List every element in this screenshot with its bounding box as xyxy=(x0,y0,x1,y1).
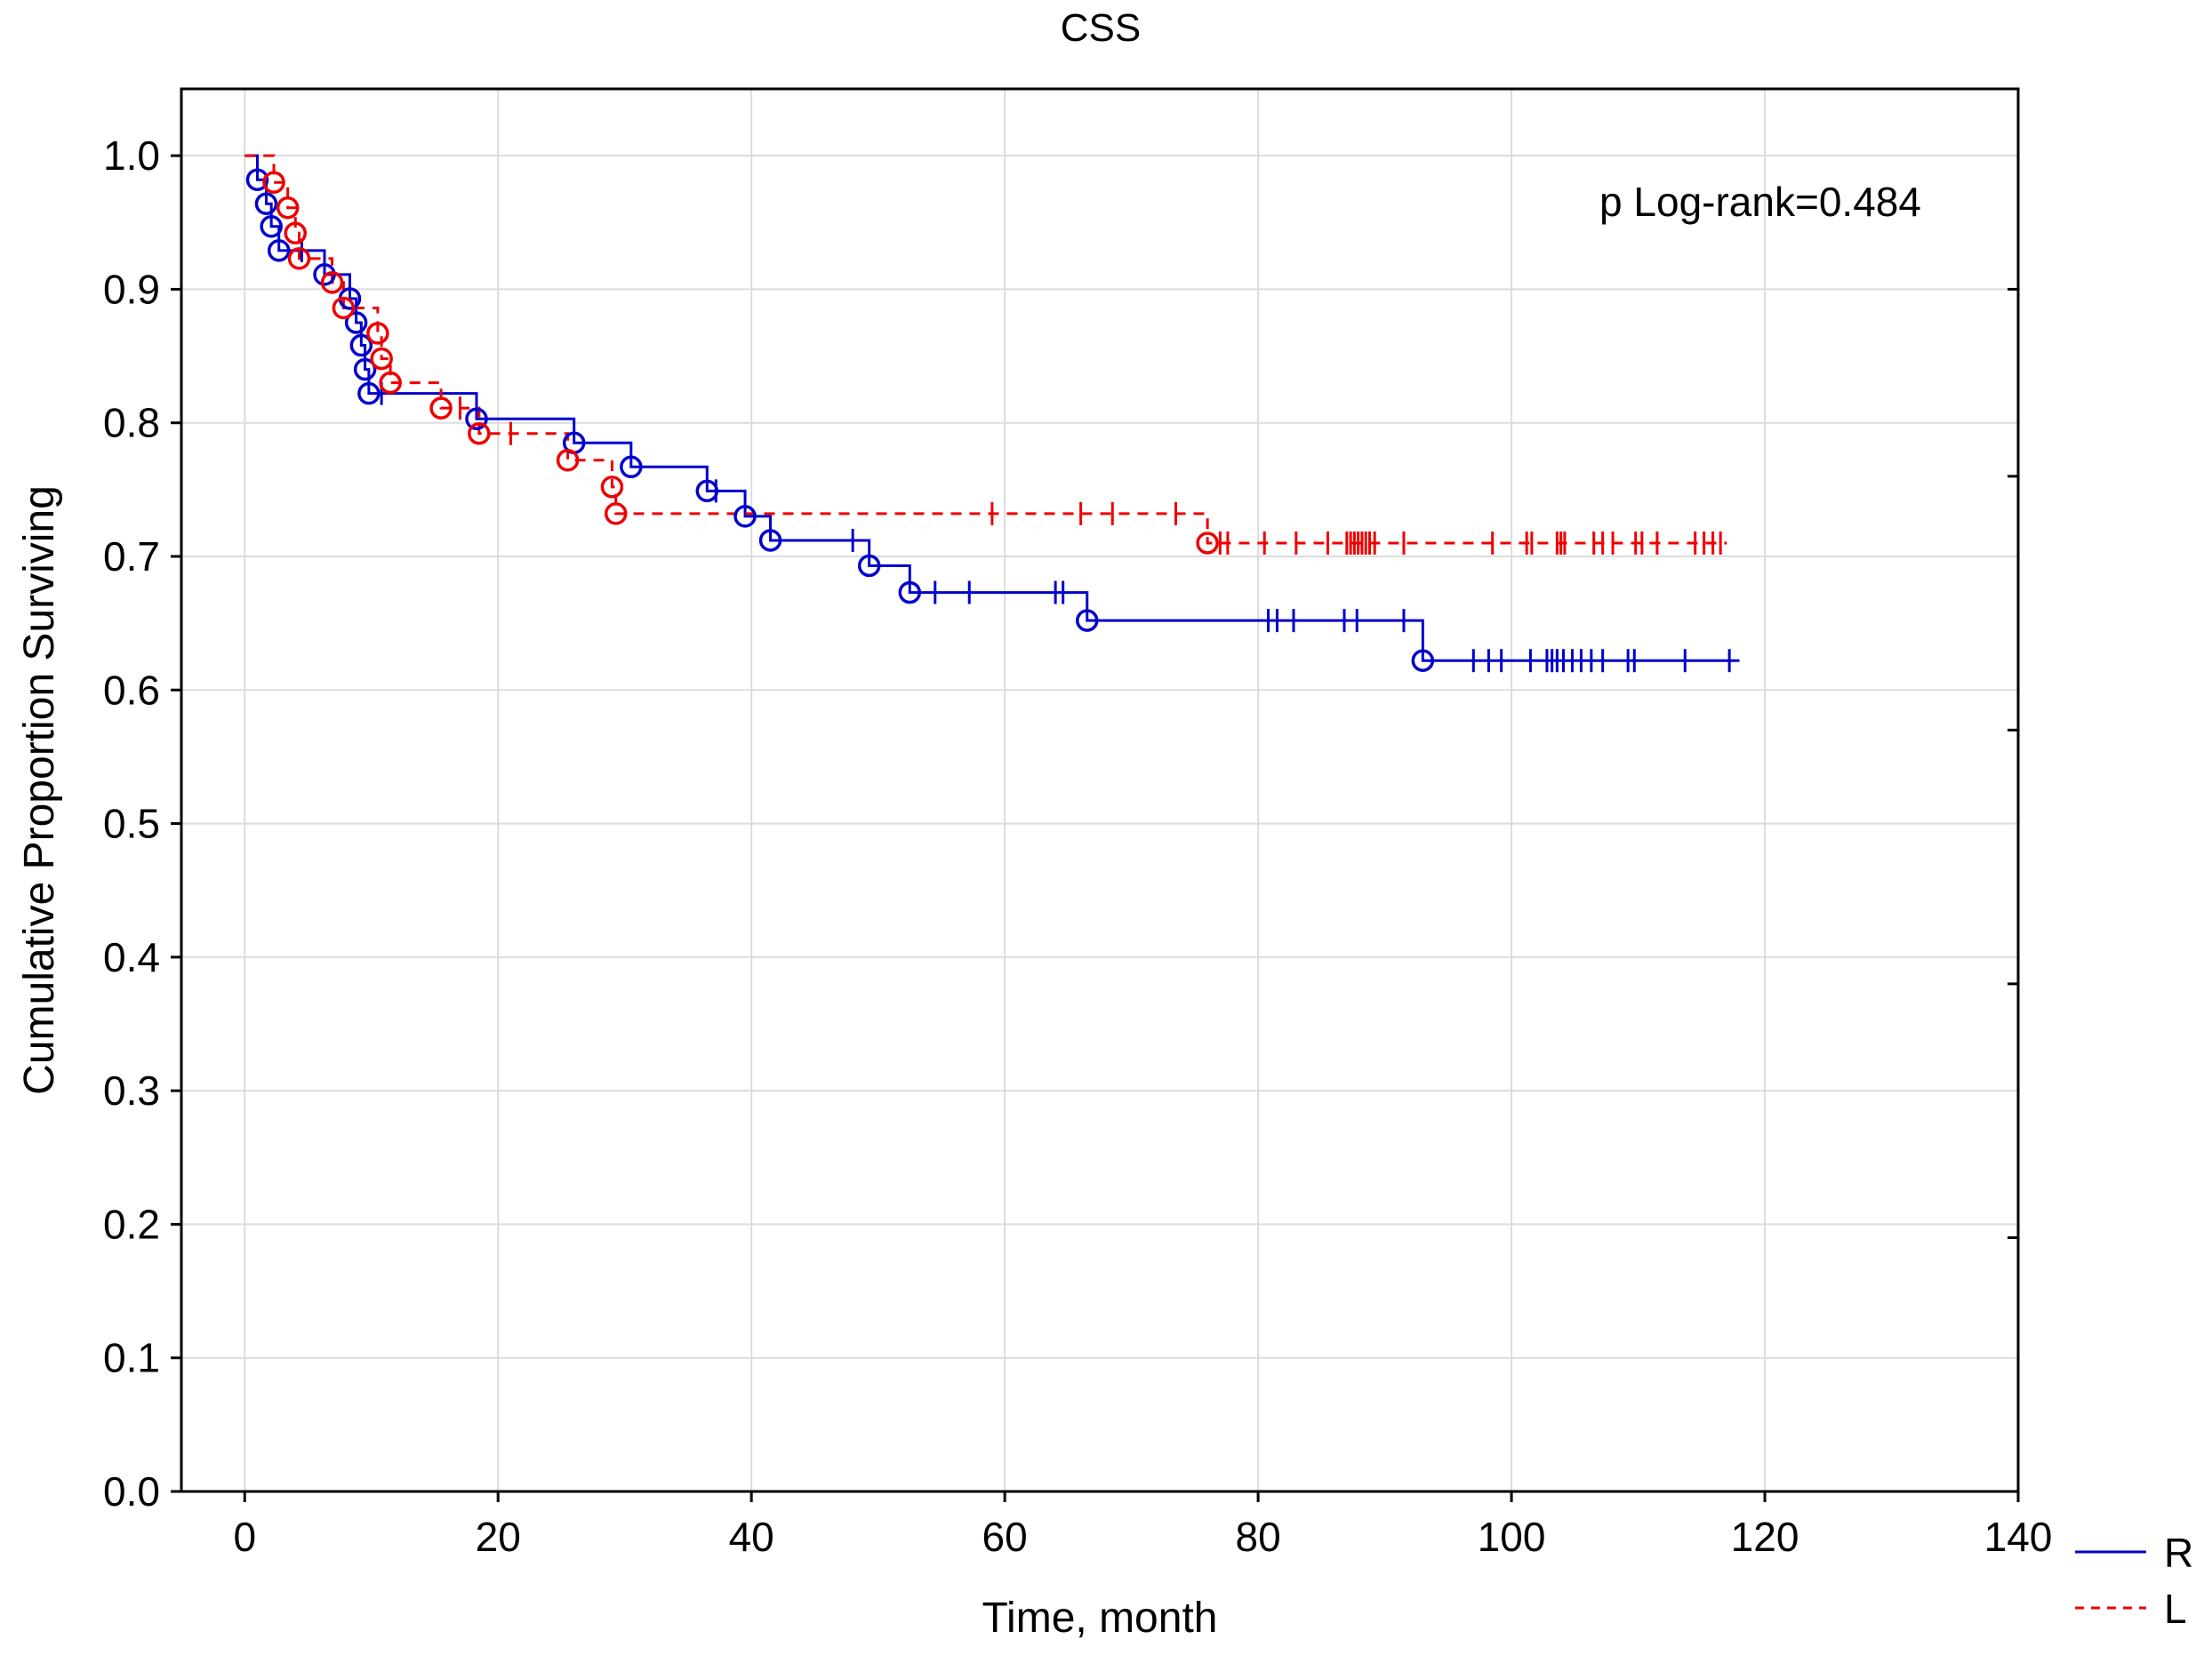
x-tick-label: 40 xyxy=(729,1514,774,1560)
event-marker-l xyxy=(262,171,285,194)
legend-label-r: R xyxy=(2164,1530,2193,1576)
event-marker-r xyxy=(353,357,377,381)
event-marker-l xyxy=(600,476,624,499)
event-marker-l xyxy=(379,371,402,395)
event-marker-r xyxy=(1411,649,1435,672)
p-value-annotation: p Log-rank=0.484 xyxy=(1599,179,1921,225)
event-marker-l xyxy=(1196,532,1219,555)
x-tick-label: 140 xyxy=(1984,1514,2053,1560)
event-marker-r xyxy=(344,311,368,334)
event-marker-r xyxy=(349,333,373,357)
event-marker-r xyxy=(267,239,291,262)
chart-title: CSS xyxy=(1061,6,1141,50)
x-tick-label: 0 xyxy=(233,1514,256,1560)
event-marker-r xyxy=(758,529,782,552)
grid xyxy=(181,89,2019,1492)
event-marker-l xyxy=(468,421,491,445)
event-marker-r xyxy=(733,505,757,528)
y-tick-label: 0.6 xyxy=(103,667,160,713)
event-marker-r xyxy=(620,455,643,479)
event-marker-r xyxy=(254,192,278,215)
event-marker-l xyxy=(604,502,628,525)
event-marker-l xyxy=(370,347,393,371)
event-marker-l xyxy=(332,296,356,320)
event-marker-r xyxy=(898,580,922,604)
x-tick-label: 120 xyxy=(1731,1514,1799,1560)
event-marker-r xyxy=(245,168,269,191)
event-marker-l xyxy=(320,271,344,294)
plot-frame xyxy=(180,87,2020,1493)
event-marker-r xyxy=(260,215,283,238)
series-line-r xyxy=(244,154,1740,662)
y-tick-label: 0.9 xyxy=(103,266,160,312)
y-axis-label: Cumulative Proportion Surviving xyxy=(16,485,63,1095)
y-tick-label: 0.0 xyxy=(103,1468,160,1515)
event-marker-l xyxy=(284,221,307,245)
event-marker-r xyxy=(465,407,488,430)
y-tick-label: 0.7 xyxy=(103,533,160,580)
y-tick-label: 0.8 xyxy=(103,400,160,446)
x-tick-label: 100 xyxy=(1478,1514,1546,1560)
y-tick-label: 0.5 xyxy=(103,801,160,847)
event-marker-l xyxy=(287,247,311,270)
y-tick-label: 0.4 xyxy=(103,934,160,980)
y-tick-label: 0.3 xyxy=(103,1067,160,1114)
event-marker-l xyxy=(429,396,453,420)
event-marker-l xyxy=(276,196,300,220)
series-line-l xyxy=(244,154,1727,545)
x-tick-label: 60 xyxy=(982,1514,1028,1560)
x-tick-label: 80 xyxy=(1236,1514,1281,1560)
x-tick-label: 20 xyxy=(476,1514,521,1560)
axes: 0 20 40 60 80 100 120 140 0.0 0.1 0.2 0.3 0.4 0.5 0.6 0… xyxy=(103,132,2052,1560)
y-tick-label: 0.2 xyxy=(103,1201,160,1247)
survival-curves xyxy=(244,154,1740,662)
event-marker-l xyxy=(366,322,389,345)
legend: R L xyxy=(2075,1530,2193,1632)
curve-markers xyxy=(245,168,1731,673)
legend-label-l: L xyxy=(2164,1586,2187,1632)
y-tick-label: 0.1 xyxy=(103,1335,160,1381)
event-marker-r xyxy=(357,381,381,405)
event-marker-r xyxy=(1076,609,1099,632)
event-marker-l xyxy=(556,449,580,472)
x-axis-label: Time, month xyxy=(982,1595,1218,1642)
event-marker-r xyxy=(857,554,881,578)
y-tick-label: 1.0 xyxy=(103,132,160,179)
